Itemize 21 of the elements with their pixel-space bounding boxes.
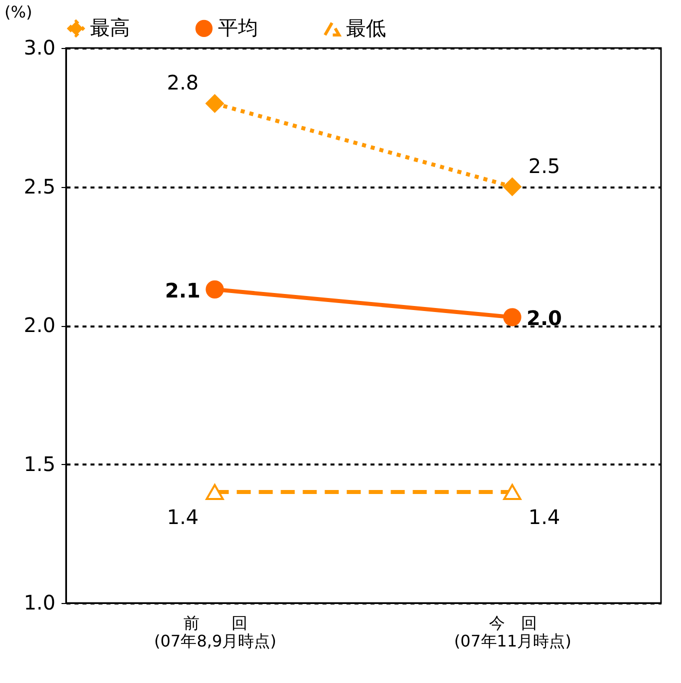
x-tick-label: 今 回 (07年11月時点) <box>454 614 572 650</box>
data-label: 2.5 <box>528 154 560 178</box>
y-tick-label: 1.0 <box>24 590 56 614</box>
point <box>503 178 522 196</box>
legend-label: 最低 <box>346 16 386 40</box>
legend-label: 最高 <box>90 15 130 40</box>
y-tick-label: 3.0 <box>24 36 56 60</box>
point <box>206 94 224 113</box>
data-label: 1.4 <box>528 505 560 529</box>
y-tick-label: 2.5 <box>24 174 56 198</box>
data-label: 2.0 <box>526 306 562 330</box>
data-label: 2.8 <box>166 70 199 94</box>
data-label: 1.4 <box>166 505 199 529</box>
y-axis-title: (%) <box>4 2 32 22</box>
legend-label: 平均 <box>218 15 258 40</box>
y-tick-label: 2.0 <box>24 313 56 337</box>
point <box>206 280 224 298</box>
x-tick-label: 前 回 (07年8,9月時点) <box>154 614 276 650</box>
data-label: 2.1 <box>165 278 200 302</box>
point <box>503 308 522 326</box>
y-tick-label: 1.5 <box>24 452 56 476</box>
